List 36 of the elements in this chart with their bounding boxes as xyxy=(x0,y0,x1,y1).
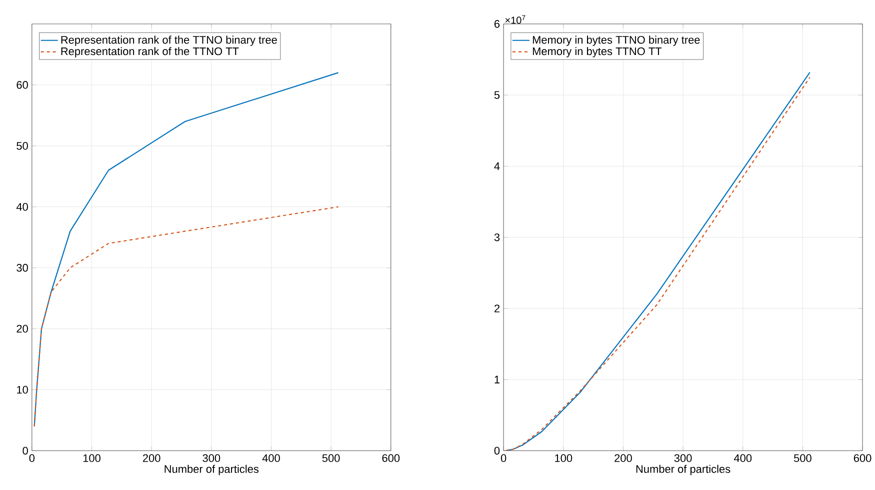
line-series xyxy=(34,206,339,428)
x-tick-label: 600 xyxy=(854,454,872,462)
y-tick-label: 50 xyxy=(16,142,28,150)
x-tick-label: 0 xyxy=(29,454,35,462)
x-tick-label: 400 xyxy=(734,454,752,462)
x-tick-label: 400 xyxy=(262,454,280,462)
y-tick-label: 2 xyxy=(494,304,500,312)
y-tick-label: 0 xyxy=(22,447,28,455)
x-tick-label: 300 xyxy=(674,454,692,462)
y-tick-label: 4 xyxy=(494,162,500,170)
y-tick-label: 20 xyxy=(16,325,28,333)
y-tick-label: 5 xyxy=(494,91,500,100)
x-tick-label: 300 xyxy=(202,454,220,462)
y-tick-label: 0 xyxy=(494,447,500,455)
x-tick-label: 100 xyxy=(83,454,100,462)
x-tick-label: 600 xyxy=(382,454,400,462)
y-tick-label: 6 xyxy=(494,20,500,28)
y-tick-label: 3 xyxy=(494,234,500,242)
x-tick-label: 500 xyxy=(794,454,812,462)
x-axis-title: Number of particles xyxy=(636,465,730,476)
x-tick-label: 200 xyxy=(614,454,632,462)
y-tick-label: 30 xyxy=(16,264,28,272)
text: ×10$^{7}$ xyxy=(505,15,526,24)
y-tick-label: 1 xyxy=(494,376,500,384)
y-tick-label: 10 xyxy=(17,386,28,394)
y-tick-label: 60 xyxy=(16,81,28,89)
legend-label: Representation rank of the TTNO TT xyxy=(61,47,239,58)
x-tick-label: 100 xyxy=(555,454,572,462)
legend-label: Memory in bytes TTNO TT xyxy=(532,47,662,58)
x-tick-label: 0 xyxy=(500,454,506,462)
x-axis-title: Number of particles xyxy=(164,465,259,476)
x-tick-label: 500 xyxy=(322,454,340,462)
y-tick-label: 40 xyxy=(16,203,28,211)
x-tick-label: 200 xyxy=(142,454,160,462)
legend-label: Memory in bytes TTNO binary tree xyxy=(532,36,700,46)
legend-label: Representation rank of the TTNO binary tree xyxy=(61,36,277,46)
